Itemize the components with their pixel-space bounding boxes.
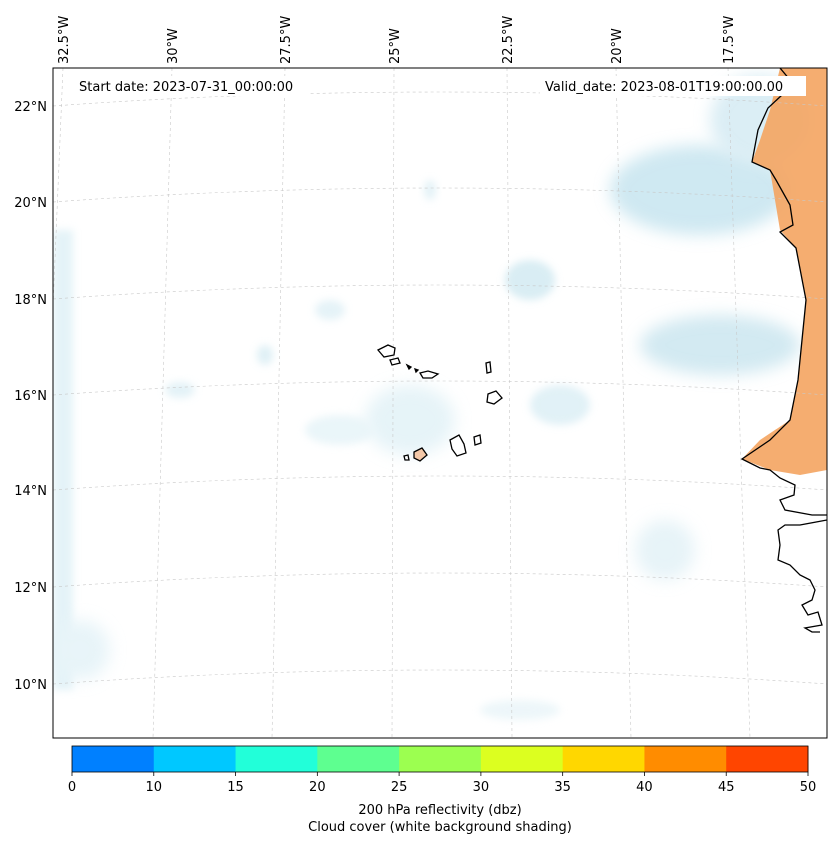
lat-label-20n: 20°N (14, 196, 47, 211)
lat-label-16n: 16°N (14, 389, 47, 404)
lon-label-17-5w: 17.5°W (722, 16, 737, 64)
meridian-line (506, 68, 513, 738)
colorbar-segment (726, 746, 809, 772)
colorbar-tick-label: 50 (800, 780, 817, 795)
lon-label-32-5w: 32.5°W (57, 16, 72, 64)
longitude-labels: 32.5°W 30°W 27.5°W 25°W 22.5°W 20°W 17.5… (57, 16, 737, 64)
map-frame (52, 67, 828, 739)
reflectivity-region-coast (742, 68, 827, 475)
lat-label-18n: 18°N (14, 293, 47, 308)
parallel-line (53, 669, 827, 685)
islands (376, 344, 503, 462)
lon-label-27-5w: 27.5°W (279, 16, 294, 64)
colorbar-tick-label: 40 (636, 780, 653, 795)
colorbar-label-line1: 200 hPa reflectivity (dbz) (358, 803, 521, 818)
parallel-line (53, 475, 827, 491)
colorbar-ticks: 0 10 15 20 25 30 35 40 45 50 (68, 772, 816, 795)
valid-date-box: Valid_date: 2023-08-01T19:00:00.00 (540, 76, 806, 96)
colorbar-tick-label: 20 (309, 780, 326, 795)
lat-label-10n: 10°N (14, 678, 47, 693)
colorbar-tick-label: 30 (473, 780, 490, 795)
colorbar-label-line2: Cloud cover (white background shading) (308, 820, 572, 835)
colorbar-segment (480, 746, 564, 772)
valid-date-label: Valid_date: 2023-08-01T19:00:00.00 (545, 80, 783, 95)
meridian-line (152, 68, 173, 738)
parallel-line (53, 572, 827, 588)
colorbar-tick-label: 0 (68, 780, 76, 795)
lat-label-12n: 12°N (14, 581, 47, 596)
start-date-label: Start date: 2023-07-31_00:00:00 (79, 80, 293, 95)
start-date-box: Start date: 2023-07-31_00:00:00 (72, 76, 308, 96)
parallel-line (53, 187, 827, 203)
lat-label-22n: 22°N (14, 100, 47, 115)
coastline (740, 68, 827, 633)
lon-label-20w: 20°W (610, 28, 625, 64)
colorbar-segment (562, 746, 645, 772)
lon-label-30w: 30°W (166, 28, 181, 64)
parallel-line (53, 380, 827, 396)
colorbar-segments (72, 746, 809, 772)
meridian-line (727, 68, 751, 738)
colorbar-segment (153, 746, 237, 772)
meridian-line (271, 68, 286, 738)
colorbar-segment (644, 746, 727, 772)
colorbar-segment (235, 746, 318, 772)
colorbar-tick-label: 15 (227, 780, 244, 795)
colorbar-tick-label: 35 (554, 780, 571, 795)
colorbar-segment (317, 746, 400, 772)
cloud-cover-shading (53, 75, 810, 720)
colorbar-tick-label: 45 (718, 780, 735, 795)
colorbar-segment (399, 746, 482, 772)
latitude-labels: 22°N 20°N 18°N 16°N 14°N 12°N 10°N (14, 100, 47, 693)
lon-label-22-5w: 22.5°W (501, 16, 516, 64)
lat-label-14n: 14°N (14, 484, 47, 499)
meridian-line (391, 68, 395, 738)
parallel-line (53, 91, 827, 107)
lon-label-25w: 25°W (388, 28, 403, 64)
graticule (53, 68, 827, 738)
colorbar-tick-label: 25 (391, 780, 408, 795)
colorbar-tick-label: 10 (146, 780, 163, 795)
colorbar: 0 10 15 20 25 30 35 40 45 50 200 hPa reflectivity… (68, 745, 816, 835)
colorbar-segment (72, 746, 155, 772)
meridian-line (615, 68, 632, 738)
colorbar-outline (71, 745, 809, 773)
parallel-line (53, 284, 827, 300)
